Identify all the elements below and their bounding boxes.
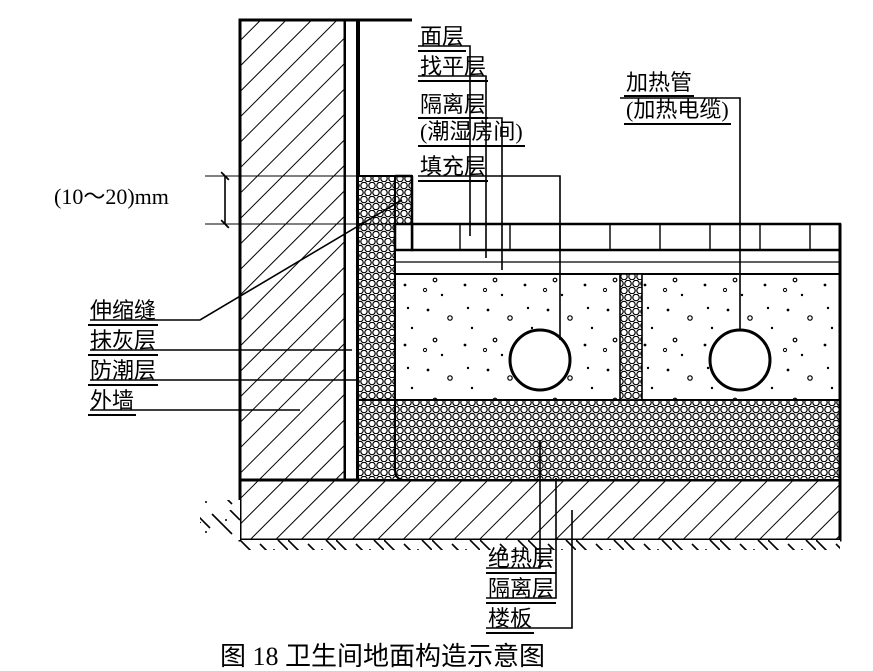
label-surface: 面层 xyxy=(418,24,466,52)
label-damp-proof: 防潮层 xyxy=(88,358,158,386)
label-dimension: (10～20)mm xyxy=(54,184,169,210)
label-plaster: 抹灰层 xyxy=(88,328,158,356)
pipe-support-1 xyxy=(620,274,642,400)
diagram-canvas: 面层 找平层 隔离层 (潮湿房间) 填充层 加热管 (加热电缆) (10～20)… xyxy=(0,0,873,671)
label-isolation-bot: 隔离层 xyxy=(486,576,556,604)
surface-layer xyxy=(395,224,840,250)
label-insulation: 绝热层 xyxy=(486,546,556,574)
heating-pipe-1 xyxy=(510,330,570,390)
label-leveling: 找平层 xyxy=(418,54,488,82)
label-heating-pipe: 加热管 (加热电缆) xyxy=(624,70,731,125)
horizontal-insulation xyxy=(358,400,840,480)
heating-pipe-2 xyxy=(710,330,770,390)
earth-side xyxy=(200,500,240,540)
expansion-stub xyxy=(395,176,412,224)
label-ext-wall: 外墙 xyxy=(88,388,136,416)
label-isolation-top: 隔离层 (潮湿房间) xyxy=(418,92,525,147)
fill-layer xyxy=(395,274,840,400)
label-expansion-joint: 伸缩缝 xyxy=(88,298,158,326)
figure-caption: 图 18 卫生间地面构造示意图 xyxy=(220,636,545,671)
label-floor-slab: 楼板 xyxy=(486,606,534,634)
exterior-wall xyxy=(240,20,345,540)
label-fill: 填充层 xyxy=(418,154,488,182)
